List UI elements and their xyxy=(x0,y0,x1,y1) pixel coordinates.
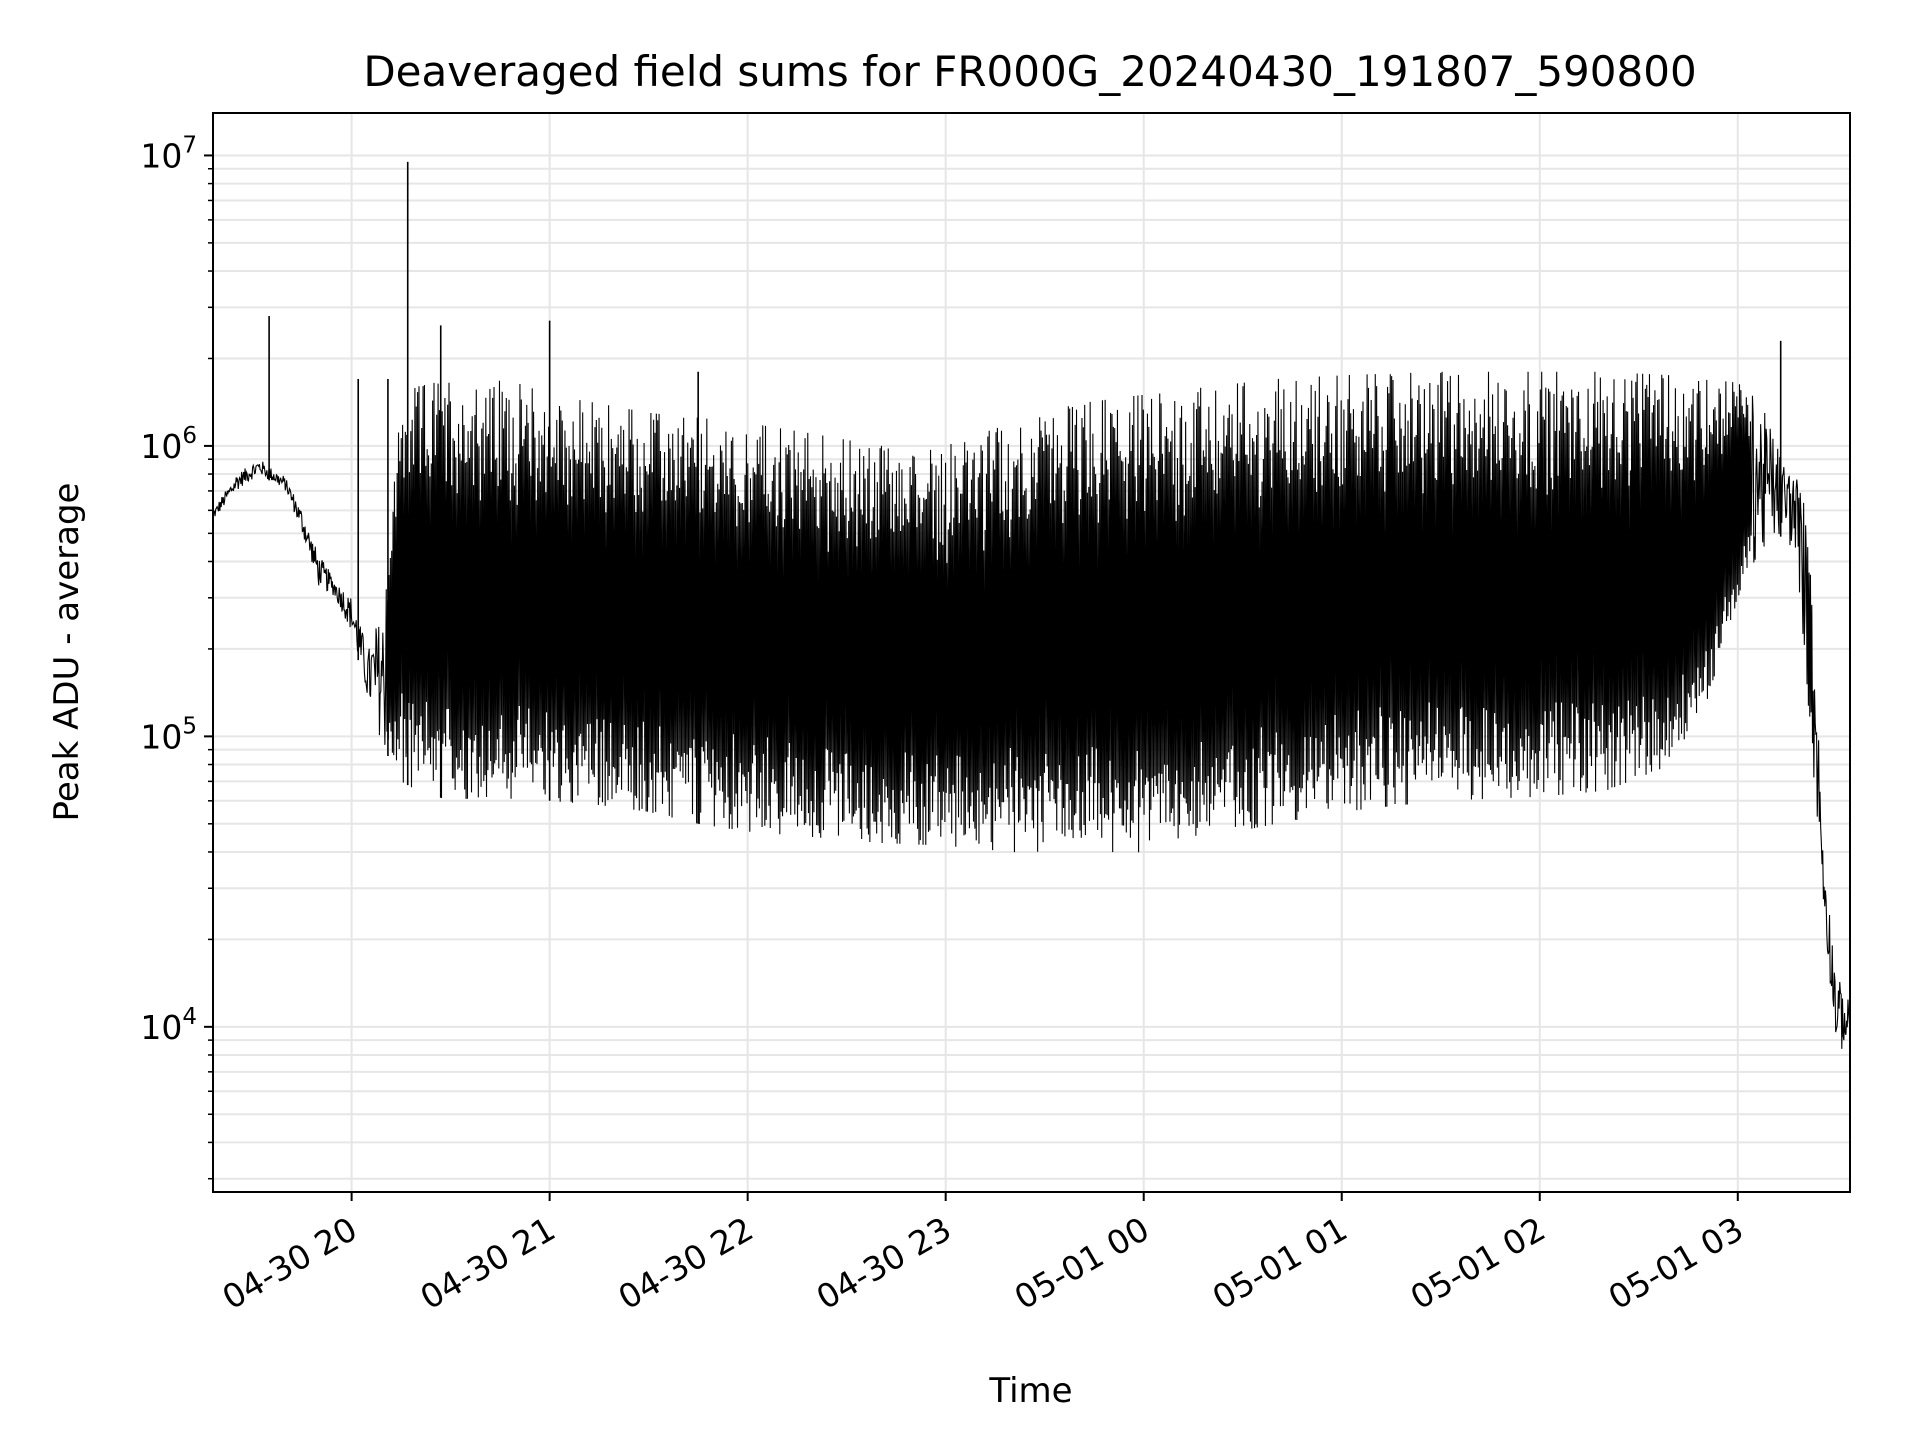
y-tick-label: 106 xyxy=(140,423,197,466)
y-tick-label: 104 xyxy=(140,1004,197,1047)
y-tick-label: 107 xyxy=(140,132,197,175)
y-tick-label: 105 xyxy=(140,713,197,756)
plot-frame xyxy=(212,112,1851,1193)
x-axis-label: Time xyxy=(988,1371,1072,1411)
y-tick-layer: 104 105 106 107 xyxy=(140,132,213,1180)
y-axis-label: Peak ADU - average xyxy=(47,483,87,822)
data-layer xyxy=(212,161,1851,1049)
chart-title: Deaveraged field sums for FR000G_2024043… xyxy=(363,47,1696,96)
data-series-line xyxy=(212,371,1851,1049)
